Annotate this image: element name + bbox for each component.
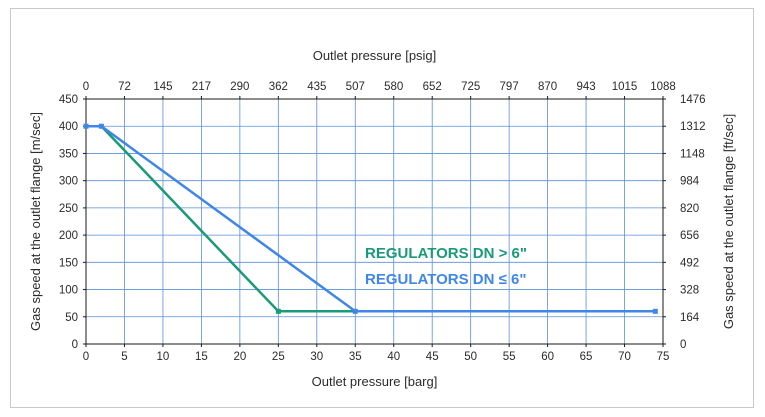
- y-right-tick-label: 492: [680, 257, 699, 269]
- y-left-axis-title: Gas speed at the outlet flange [m/sec]: [28, 112, 43, 331]
- series-marker: [98, 123, 104, 129]
- y-tick-label: 100: [59, 285, 78, 297]
- y-tick-label: 350: [59, 148, 78, 160]
- x-tick-label: 55: [503, 351, 516, 363]
- x-top-tick-label: 145: [153, 81, 172, 93]
- x-top-tick-label: 1088: [650, 81, 676, 93]
- y-tick-label: 400: [59, 121, 78, 133]
- x-tick-label: 50: [464, 351, 477, 363]
- x-top-tick-label: 362: [269, 81, 288, 93]
- x-tick-label: 10: [157, 351, 170, 363]
- x-tick-label: 25: [272, 351, 285, 363]
- y-right-tick-label: 164: [680, 312, 700, 324]
- x-top-tick-label: 797: [500, 81, 519, 93]
- y-tick-label: 150: [59, 257, 78, 269]
- y-right-tick-label: 1312: [680, 121, 706, 133]
- y-right-tick-label: 984: [680, 176, 700, 188]
- top-ticks: 0 72 145 217 290 362 435 507 580 652 725 797 870 943 1…: [83, 81, 676, 99]
- x-top-tick-label: 652: [423, 81, 442, 93]
- y-tick-label: 200: [59, 230, 78, 242]
- series-layer: [83, 123, 658, 314]
- series-label-0: REGULATORS DN > 6": [365, 245, 527, 262]
- series-marker: [275, 308, 281, 314]
- x-tick-label: 40: [387, 351, 400, 363]
- x-top-tick-label: 943: [576, 81, 595, 93]
- x-tick-label: 75: [657, 351, 670, 363]
- plot-border: [85, 98, 664, 345]
- y-right-tick-label: 328: [680, 285, 699, 297]
- grid: [85, 98, 664, 345]
- x-top-tick-label: 435: [307, 81, 326, 93]
- x-top-tick-label: 217: [192, 81, 211, 93]
- y-right-tick-label: 820: [680, 203, 699, 215]
- x-tick-label: 5: [121, 351, 127, 363]
- series-label-1: REGULATORS DN ≤ 6": [365, 271, 526, 288]
- y-right-tick-label: 1148: [680, 148, 705, 160]
- x-top-tick-label: 725: [461, 81, 480, 93]
- x-tick-label: 65: [580, 351, 593, 363]
- x-top-tick-label: 1015: [612, 81, 638, 93]
- series-labels: REGULATORS DN > 6" REGULATORS DN ≤ 6": [365, 245, 527, 288]
- y-tick-label: 250: [59, 203, 78, 215]
- x-tick-label: 60: [541, 351, 554, 363]
- series-marker: [352, 308, 358, 314]
- x-tick-label: 20: [233, 351, 246, 363]
- x-tick-label: 70: [618, 351, 631, 363]
- x-top-tick-label: 507: [346, 81, 365, 93]
- y-tick-label: 0: [72, 339, 78, 351]
- x-top-tick-label: 0: [83, 81, 89, 93]
- x-top-tick-label: 870: [538, 81, 557, 93]
- x-top-tick-label: 290: [230, 81, 249, 93]
- x-tick-label: 15: [195, 351, 208, 363]
- x-tick-label: 0: [83, 351, 89, 363]
- y-right-tick-label: 656: [680, 230, 699, 242]
- series-line-1: [86, 124, 656, 313]
- x-top-tick-label: 580: [384, 81, 403, 93]
- series-marker: [652, 308, 658, 314]
- y-tick-label: 450: [59, 94, 78, 106]
- y-right-tick-label: 1476: [680, 94, 706, 106]
- series-marker: [83, 123, 89, 129]
- x-bottom-axis-title: Outlet pressure [barg]: [312, 374, 438, 389]
- x-tick-label: 30: [310, 351, 323, 363]
- y-tick-label: 50: [65, 312, 78, 324]
- x-top-tick-label: 72: [118, 81, 131, 93]
- y-right-axis-title: Gas speed at the outlet flange [ft/sec]: [721, 114, 736, 329]
- y-right-tick-label: 0: [680, 339, 686, 351]
- right-ticks: 0 164 328 492 656 820 984 1148 1312 1476: [663, 94, 706, 351]
- x-top-axis-title: Outlet pressure [psig]: [313, 48, 437, 63]
- x-tick-label: 45: [426, 351, 439, 363]
- bottom-ticks: 0 5 10 15 20 25 30 35 40 45 50 55 60 65 70 75: [83, 344, 670, 363]
- x-tick-label: 35: [349, 351, 362, 363]
- y-tick-label: 300: [59, 176, 78, 188]
- left-ticks: 0 50 100 150 200 250 300 350 400 450: [59, 94, 86, 351]
